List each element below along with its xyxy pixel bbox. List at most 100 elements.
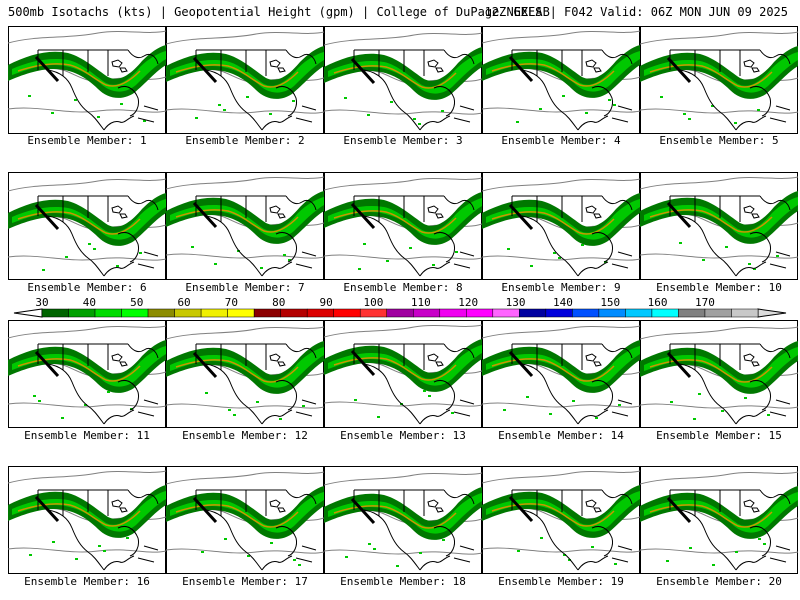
isotach-speckle	[293, 559, 296, 561]
isotach-speckle	[428, 395, 431, 397]
coastline	[261, 555, 293, 571]
coastline	[47, 363, 105, 425]
great-lakes	[743, 59, 760, 73]
isotach-speckle	[432, 264, 435, 266]
great-lakes	[427, 499, 444, 513]
isotach-speckle	[38, 400, 41, 402]
member-map-svg	[482, 172, 640, 280]
colorbar-tick-label: 170	[695, 296, 715, 309]
trough-axis	[666, 201, 692, 229]
colorbar-swatch	[68, 308, 96, 318]
isotach-speckle	[143, 120, 146, 122]
isotach-speckle	[191, 246, 194, 248]
colorbar-swatch	[704, 308, 732, 318]
isotach-speckle	[126, 537, 129, 539]
trough-axis	[350, 202, 376, 230]
isotach-speckle	[698, 393, 701, 395]
coastline	[443, 343, 475, 359]
isotach-speckle	[721, 410, 724, 412]
height-contour	[166, 326, 324, 340]
height-contour	[482, 547, 640, 553]
coastline	[749, 231, 771, 263]
colorbar-swatch	[333, 308, 361, 318]
isotach-speckle	[247, 555, 250, 557]
coastline	[47, 215, 105, 277]
isotach-speckle	[683, 113, 686, 115]
member-map-svg	[640, 26, 798, 134]
isotach-speckle	[386, 260, 389, 262]
isotach-speckle	[42, 269, 45, 271]
isotach-speckle	[530, 265, 533, 267]
coastline	[735, 115, 767, 131]
member-map-svg	[324, 26, 482, 134]
great-lakes	[585, 59, 602, 73]
member-map-svg	[324, 172, 482, 280]
isotach-speckle	[345, 556, 348, 558]
coastline	[62, 344, 109, 370]
isotach-speckle	[390, 101, 393, 103]
height-contour	[324, 401, 482, 407]
height-contour	[324, 109, 482, 115]
coastline	[137, 399, 159, 417]
ensemble-member-map	[324, 466, 482, 574]
isotach-speckle	[734, 122, 737, 124]
colorbar-swatch	[147, 308, 175, 318]
isotach-speckle	[613, 104, 616, 106]
ensemble-member-map	[482, 320, 640, 428]
coastline	[759, 343, 791, 359]
member-caption: Ensemble Member: 5	[659, 134, 779, 147]
coastline	[127, 343, 159, 359]
colorbar-low-arrow	[13, 308, 43, 318]
height-contour	[640, 403, 798, 409]
coastline	[443, 195, 475, 211]
colorbar-swatch	[651, 308, 679, 318]
isotach-speckle	[201, 551, 204, 553]
colorbar-tick-label: 40	[83, 296, 96, 309]
isotach-speckle	[526, 396, 529, 398]
isotach-speckle	[757, 109, 760, 111]
ensemble-member-map	[166, 172, 324, 280]
height-contour	[640, 253, 798, 259]
height-contour	[324, 32, 482, 46]
coastline	[443, 489, 475, 505]
isotach-speckle	[367, 114, 370, 116]
isotach-speckle	[214, 263, 217, 265]
ensemble-member-map	[482, 466, 640, 574]
coastline	[275, 525, 297, 557]
coastline	[285, 489, 317, 505]
coastline	[577, 115, 609, 131]
ensemble-member-map	[324, 172, 482, 280]
coastline	[679, 215, 737, 277]
isotach-speckle	[205, 392, 208, 394]
isotach-speckle	[28, 95, 31, 97]
isotach-speckle	[451, 412, 454, 414]
coastline	[769, 545, 791, 563]
coastline	[363, 509, 421, 571]
ensemble-member-map	[482, 26, 640, 134]
colorbar-swatch	[227, 308, 255, 318]
coastline	[679, 69, 737, 131]
isotach-speckle	[693, 418, 696, 420]
colorbar-swatch	[200, 308, 228, 318]
trough-axis	[350, 349, 376, 377]
great-lakes	[743, 353, 760, 367]
isotach-speckle	[670, 401, 673, 403]
isotach-speckle	[725, 246, 728, 248]
isotach-speckle	[608, 99, 611, 101]
isotach-speckle	[423, 390, 426, 392]
isotach-speckle	[581, 244, 584, 246]
isotach-speckle	[218, 104, 221, 106]
isotach-speckle	[84, 404, 87, 406]
isotach-speckle	[558, 257, 561, 259]
isotach-speckle	[748, 263, 751, 265]
coastline	[611, 545, 633, 563]
great-lakes	[427, 205, 444, 219]
isotach-speckle	[120, 103, 123, 105]
isotach-speckle	[618, 404, 621, 406]
height-contour	[8, 547, 166, 553]
height-contour	[640, 326, 798, 340]
isotach-speckle	[373, 548, 376, 550]
coastline	[443, 49, 475, 65]
member-map-svg	[324, 320, 482, 428]
isotach-speckle	[753, 268, 756, 270]
